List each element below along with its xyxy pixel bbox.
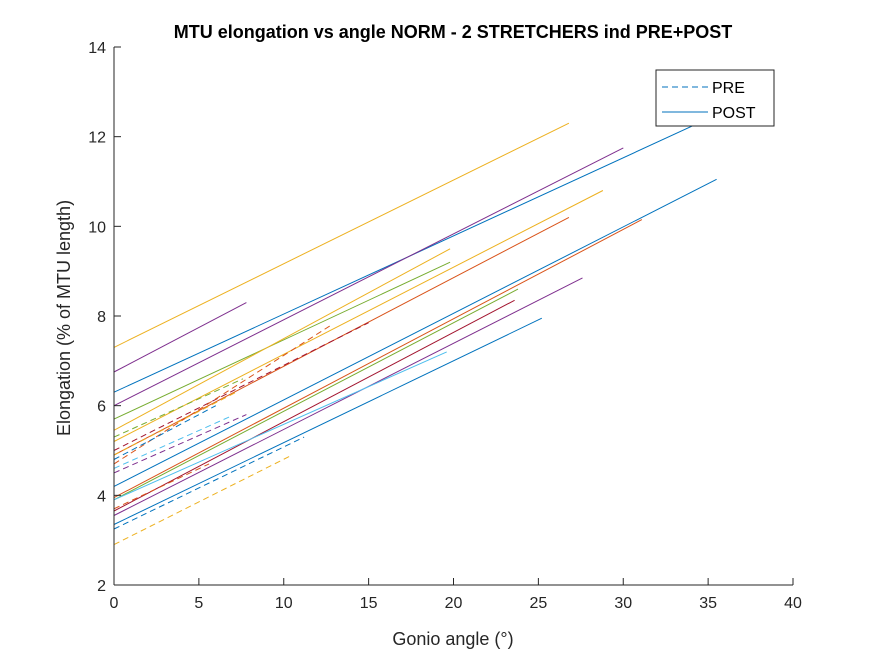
post-series-line-3 bbox=[113, 147, 624, 407]
legend-label-post: POST bbox=[712, 105, 756, 122]
legend: PRE POST bbox=[655, 69, 775, 127]
y-axis-label: Elongation (% of MTU length) bbox=[54, 200, 74, 436]
post-series-line-14 bbox=[113, 248, 451, 431]
x-tick-label: 10 bbox=[275, 595, 293, 612]
y-tick-label: 10 bbox=[88, 219, 106, 236]
post-series-line-13 bbox=[113, 261, 451, 420]
post-series-line-10 bbox=[113, 277, 583, 516]
pre-series-line-15 bbox=[113, 436, 305, 530]
x-tick-label: 40 bbox=[784, 595, 802, 612]
legend-box bbox=[655, 69, 775, 127]
chart-title: MTU elongation vs angle NORM - 2 STRETCH… bbox=[174, 22, 733, 42]
y-axis: 2 4 6 8 10 12 14 bbox=[88, 40, 121, 595]
pre-series-line-20 bbox=[113, 391, 237, 456]
pre-series-line-23 bbox=[113, 405, 217, 460]
post-series-line-4 bbox=[113, 190, 604, 442]
post-series-line-8 bbox=[113, 288, 519, 501]
x-tick-label: 15 bbox=[360, 595, 378, 612]
post-series-line-0 bbox=[113, 122, 570, 348]
post-series-line-6 bbox=[113, 178, 717, 487]
pre-series-line-17 bbox=[113, 322, 369, 451]
pre-series-line-16 bbox=[113, 454, 293, 546]
post-series-line-2 bbox=[113, 302, 247, 373]
x-axis-label: Gonio angle (°) bbox=[392, 629, 513, 649]
post-series-line-7 bbox=[113, 219, 643, 499]
y-tick-label: 8 bbox=[97, 309, 106, 326]
y-tick-label: 4 bbox=[97, 488, 106, 505]
pre-series-line-19 bbox=[113, 378, 244, 438]
x-tick-label: 20 bbox=[445, 595, 463, 612]
post-series-line-11 bbox=[113, 351, 447, 501]
x-tick-label: 25 bbox=[529, 595, 547, 612]
pre-series-line-24 bbox=[113, 463, 210, 510]
pre-series-line-22 bbox=[113, 416, 230, 469]
y-tick-label: 6 bbox=[97, 399, 106, 416]
y-tick-label: 14 bbox=[88, 40, 106, 57]
x-axis: 0 5 10 15 20 25 30 35 40 bbox=[110, 578, 802, 612]
post-series-line-9 bbox=[113, 299, 515, 512]
x-tick-label: 0 bbox=[110, 595, 119, 612]
post-series-line-12 bbox=[113, 317, 543, 525]
plot-area bbox=[113, 118, 717, 546]
y-tick-label: 2 bbox=[97, 578, 106, 595]
y-tick-label: 12 bbox=[88, 130, 106, 147]
legend-label-pre: PRE bbox=[712, 80, 745, 97]
pre-series-line-21 bbox=[113, 414, 247, 474]
x-tick-label: 30 bbox=[614, 595, 632, 612]
x-tick-label: 35 bbox=[699, 595, 717, 612]
x-tick-label: 5 bbox=[194, 595, 203, 612]
